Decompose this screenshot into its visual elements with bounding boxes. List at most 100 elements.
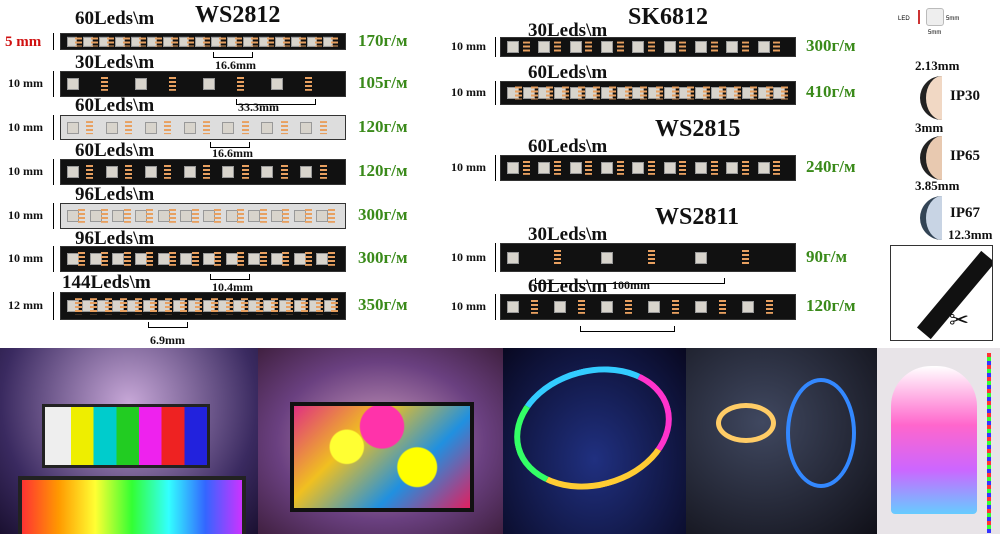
solder-pad [123, 251, 131, 267]
weight-label: 240г/м [806, 157, 856, 176]
solder-pad [165, 298, 173, 314]
solder-pad [241, 120, 249, 135]
solder-pad [561, 86, 569, 100]
led-chip [316, 210, 329, 222]
led-chip [316, 253, 329, 265]
solder-pad [267, 37, 274, 46]
width-marker [53, 246, 54, 272]
density-label: 96Leds\m [75, 228, 155, 249]
led-chip [632, 41, 645, 53]
led-chip [271, 210, 283, 222]
led-chip [601, 162, 613, 174]
led-chip [248, 253, 261, 265]
pitch-marker [580, 326, 675, 332]
solder-pad [301, 298, 309, 314]
width-marker [495, 294, 496, 320]
led-chip [742, 301, 754, 313]
thickness-ip67: 3.85mm [915, 178, 960, 193]
solder-pad [305, 208, 312, 224]
led-chip [135, 78, 147, 90]
led-chip [293, 253, 306, 265]
led-chip [569, 41, 582, 53]
solder-pad [225, 298, 233, 314]
led-chip [144, 121, 157, 134]
density-label: 60Leds\m [528, 276, 608, 297]
density-label: 60Leds\m [75, 95, 155, 116]
led-chip [726, 162, 739, 174]
led-chip [293, 210, 306, 222]
solder-pad [255, 298, 263, 314]
led-chip [89, 253, 102, 265]
solder-pad [210, 298, 218, 314]
cut-illustration: ✂ [890, 245, 993, 341]
solder-pad [327, 208, 335, 224]
solder-pad [219, 37, 226, 46]
solder-pad [169, 76, 176, 92]
led-chip [261, 121, 274, 134]
solder-pad [718, 299, 726, 315]
led-chip [538, 162, 551, 174]
strip-width-label: 10 mm [451, 39, 486, 53]
solder-pad [282, 251, 290, 267]
solder-pad [146, 208, 154, 224]
led-chip [538, 41, 551, 53]
width-marker [53, 292, 54, 320]
solder-pad [107, 37, 114, 46]
led-chip [695, 162, 707, 174]
solder-pad [237, 208, 244, 224]
width-marker [495, 155, 496, 181]
strip-width-label: 10 mm [8, 119, 43, 134]
pitch-marker [148, 322, 188, 328]
solder-pad [327, 251, 335, 267]
solder-pad [75, 37, 82, 46]
solder-pad [319, 120, 327, 135]
solder-pad [101, 76, 108, 92]
weight-label: 105г/м [358, 73, 408, 92]
solder-pad [203, 164, 210, 180]
pitch-label: 6.9mm [150, 333, 185, 347]
photo-strip-reel-blue [686, 348, 877, 534]
solder-pad [214, 208, 222, 224]
led-strip [500, 294, 796, 320]
pitch-marker [236, 99, 316, 105]
led-chip [757, 41, 770, 53]
photo-strip-reel-rainbow [503, 348, 686, 534]
solder-pad [240, 298, 248, 314]
rating-ip30: IP30 [950, 88, 980, 104]
led-chip [507, 251, 519, 264]
solder-pad [648, 41, 655, 53]
led-chip [112, 210, 125, 222]
ws2815-title: WS2815 [655, 116, 741, 142]
solder-pad [671, 86, 679, 100]
pitch-label: 33.3mm [238, 100, 279, 114]
sk6812-title: SK6812 [628, 4, 709, 30]
led-chip [271, 253, 283, 265]
rating-ip65: IP65 [950, 148, 980, 164]
strip-width-label: 10 mm [8, 76, 43, 90]
solder-pad [734, 86, 742, 100]
pitch-marker [210, 274, 250, 280]
solder-pad [235, 37, 242, 46]
solder-pad [237, 76, 244, 92]
led-chip [203, 210, 215, 222]
led-chip [507, 41, 519, 53]
solder-pad [331, 298, 339, 314]
led-chip [67, 166, 79, 178]
strip-width-label: 10 mm [8, 251, 43, 265]
strip-width-label: 10 mm [8, 208, 43, 222]
density-label: 60Leds\m [528, 62, 608, 83]
led-chip [695, 251, 707, 264]
solder-pad [203, 37, 210, 46]
strip-width-label: 12 mm [8, 298, 43, 312]
width-marker [495, 37, 496, 57]
solder-pad [74, 298, 82, 314]
weight-label: 170г/м [358, 30, 408, 50]
strip-width-label: 10 mm [451, 249, 486, 264]
solder-pad [710, 41, 718, 53]
density-label: 96Leds\m [75, 184, 155, 205]
solder-pad [155, 37, 162, 46]
led-chip [157, 210, 170, 222]
led-chip [601, 301, 613, 313]
solder-pad [191, 251, 199, 267]
weight-label: 300г/м [358, 205, 408, 224]
